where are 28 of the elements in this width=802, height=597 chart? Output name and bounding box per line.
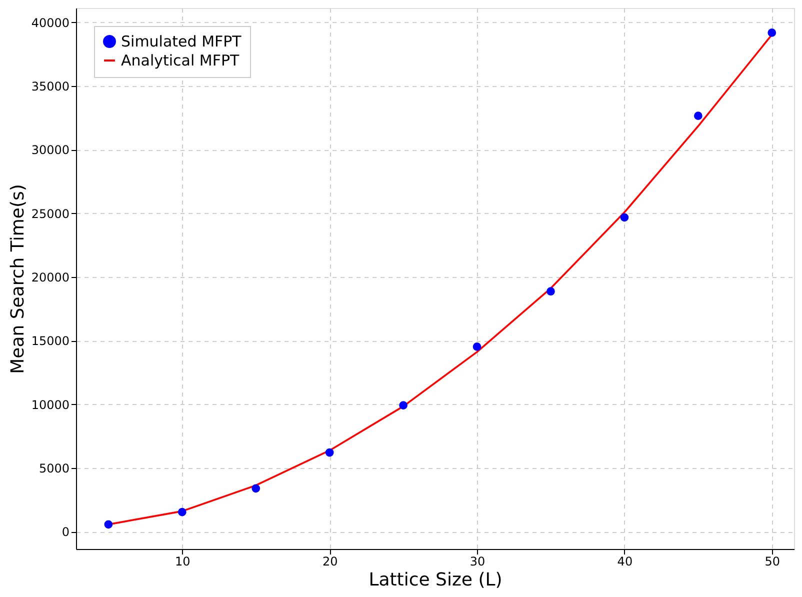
point [399, 401, 408, 410]
y-tick-label: 25000 [31, 206, 70, 221]
y-tick-label: 35000 [31, 80, 70, 94]
x-axis-title: Lattice Size (L) [368, 570, 502, 590]
y-tick-label: 0 [62, 525, 70, 540]
y-tick-label: 30000 [31, 143, 70, 158]
point [768, 28, 776, 37]
point [546, 287, 555, 296]
point [178, 508, 186, 516]
legend-label: Simulated MFPT [121, 32, 242, 50]
point [325, 448, 334, 457]
point [252, 484, 260, 493]
y-tick-label: 20000 [31, 270, 70, 284]
x-tick-label: 10 [175, 554, 190, 568]
legend-label: Analytical MFPT [121, 52, 240, 70]
y-tick-label: 15000 [31, 334, 70, 348]
y-tick-label: 5000 [38, 461, 70, 476]
y-tick-label: 40000 [31, 16, 70, 30]
point [472, 342, 482, 351]
x-tick-label: 40 [617, 554, 633, 568]
y-axis-title: Mean Search Time(s) [7, 184, 28, 374]
x-tick-label: 30 [470, 554, 486, 568]
point [694, 112, 702, 120]
x-tick-label: 50 [764, 554, 780, 568]
point [620, 213, 629, 222]
y-tick-label: 10000 [31, 398, 70, 412]
point [104, 520, 113, 529]
x-tick-label: 20 [322, 554, 338, 568]
